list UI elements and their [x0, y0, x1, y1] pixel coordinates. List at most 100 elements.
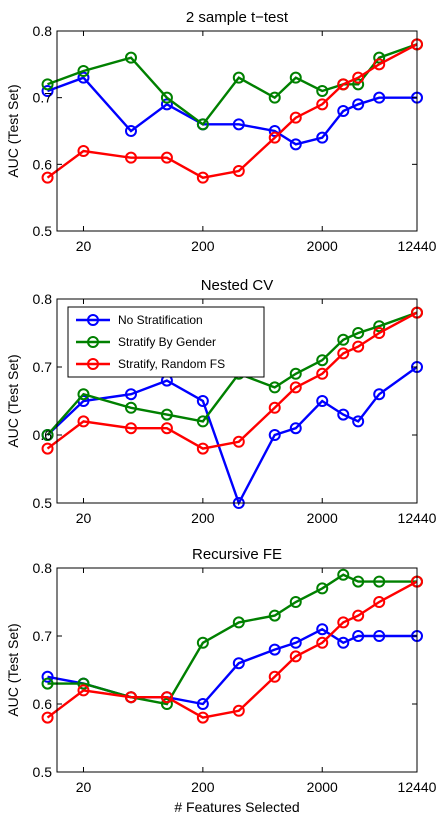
data-point [77, 71, 90, 84]
x-tick-label: 20 [76, 238, 92, 254]
data-point [316, 636, 329, 649]
data-point [316, 395, 329, 407]
x-tick-label: 2000 [307, 238, 338, 254]
data-point [232, 165, 245, 177]
y-tick-label: 0.6 [33, 156, 53, 172]
data-point [124, 125, 137, 137]
x-tick-label: 12440 [398, 779, 437, 795]
data-point [77, 65, 90, 77]
data-point [352, 630, 365, 642]
y-tick-label: 0.7 [33, 359, 53, 375]
data-point [289, 367, 302, 380]
data-point [196, 171, 209, 184]
data-point [337, 105, 350, 117]
data-point [289, 381, 302, 394]
data-point [289, 650, 302, 663]
data-point [337, 347, 350, 360]
data-point [196, 711, 209, 724]
data-point [316, 367, 329, 380]
data-point [337, 333, 350, 346]
axes-box [56, 298, 418, 504]
data-point [373, 575, 386, 588]
data-point [316, 131, 329, 144]
legend-entry-label: No Stratification [118, 313, 203, 327]
data-point [352, 340, 365, 353]
x-tick-label: 2000 [307, 779, 338, 795]
series-line-3 [46, 311, 418, 450]
data-point [289, 111, 302, 124]
data-point [41, 670, 54, 683]
data-point [316, 85, 329, 97]
data-point [77, 415, 90, 428]
data-point [160, 698, 173, 710]
data-point [232, 704, 245, 717]
data-point [337, 568, 350, 581]
data-point [232, 657, 245, 670]
data-point [196, 442, 209, 455]
data-point [41, 171, 54, 184]
data-point [373, 58, 386, 71]
data-point [268, 125, 281, 137]
chart-panel-2: Nested CV 0.5 0.6 0.7 0.8 20 200 2000 12440 AUC (… [5, 277, 437, 526]
data-point [160, 422, 173, 435]
data-point [352, 327, 365, 339]
data-point [160, 91, 173, 104]
chart-title: Nested CV [201, 277, 274, 294]
data-point [352, 98, 365, 111]
data-point [337, 78, 350, 91]
y-tick-label: 0.5 [33, 223, 53, 239]
data-point [289, 636, 302, 649]
data-point [196, 415, 209, 428]
data-point [268, 131, 281, 144]
data-point [41, 677, 54, 690]
y-tick-label: 0.5 [33, 495, 53, 511]
data-point [41, 78, 54, 91]
data-point [268, 429, 281, 441]
data-point [352, 71, 365, 84]
chart-panel-3: Recursive FE 0.5 0.6 0.7 0.8 20 200 2000 12440 AU… [5, 546, 437, 815]
data-point [41, 429, 54, 441]
series-line-2 [46, 311, 418, 436]
x-tick-label: 12440 [398, 510, 437, 526]
data-point [373, 327, 386, 339]
y-tick-label: 0.7 [33, 628, 53, 644]
data-point [373, 630, 386, 642]
y-tick-label: 0.8 [33, 23, 53, 39]
legend: No Stratification Stratify By Gender Strat… [67, 306, 265, 378]
y-tick-label: 0.7 [33, 90, 53, 106]
legend-entry-label: Stratify By Gender [118, 335, 216, 349]
chart-title: Recursive FE [192, 546, 282, 563]
data-point [268, 91, 281, 104]
data-point [124, 401, 137, 414]
x-tick-label: 20 [76, 779, 92, 795]
data-point [337, 408, 350, 421]
data-point [232, 118, 245, 131]
data-point [232, 435, 245, 448]
series-line-1 [47, 76, 417, 146]
x-axis-label: # Features Selected [174, 799, 299, 815]
y-tick-label: 0.6 [33, 696, 53, 712]
y-axis-label: AUC (Test Set) [5, 354, 21, 447]
data-point [124, 51, 137, 64]
data-point [352, 78, 365, 91]
data-point [232, 71, 245, 84]
data-point [41, 711, 54, 724]
chart-panel-1: 2 sample t−test 0.5 0.6 0.7 0.8 20 200 2000 1244… [5, 9, 437, 254]
data-point [196, 395, 209, 407]
data-point [373, 388, 386, 401]
x-tick-label: 12440 [398, 238, 437, 254]
legend-swatch-marker [87, 314, 99, 326]
data-point [373, 596, 386, 608]
data-point [289, 71, 302, 84]
data-point [77, 677, 90, 690]
x-tick-label: 200 [191, 510, 215, 526]
data-point [352, 415, 365, 428]
legend-entry-label: Stratify, Random FS [118, 357, 225, 371]
data-point [196, 118, 209, 131]
data-point [41, 442, 54, 455]
data-point [373, 91, 386, 104]
data-point [77, 145, 90, 157]
chart-title: 2 sample t−test [186, 9, 289, 26]
data-point [289, 138, 302, 151]
